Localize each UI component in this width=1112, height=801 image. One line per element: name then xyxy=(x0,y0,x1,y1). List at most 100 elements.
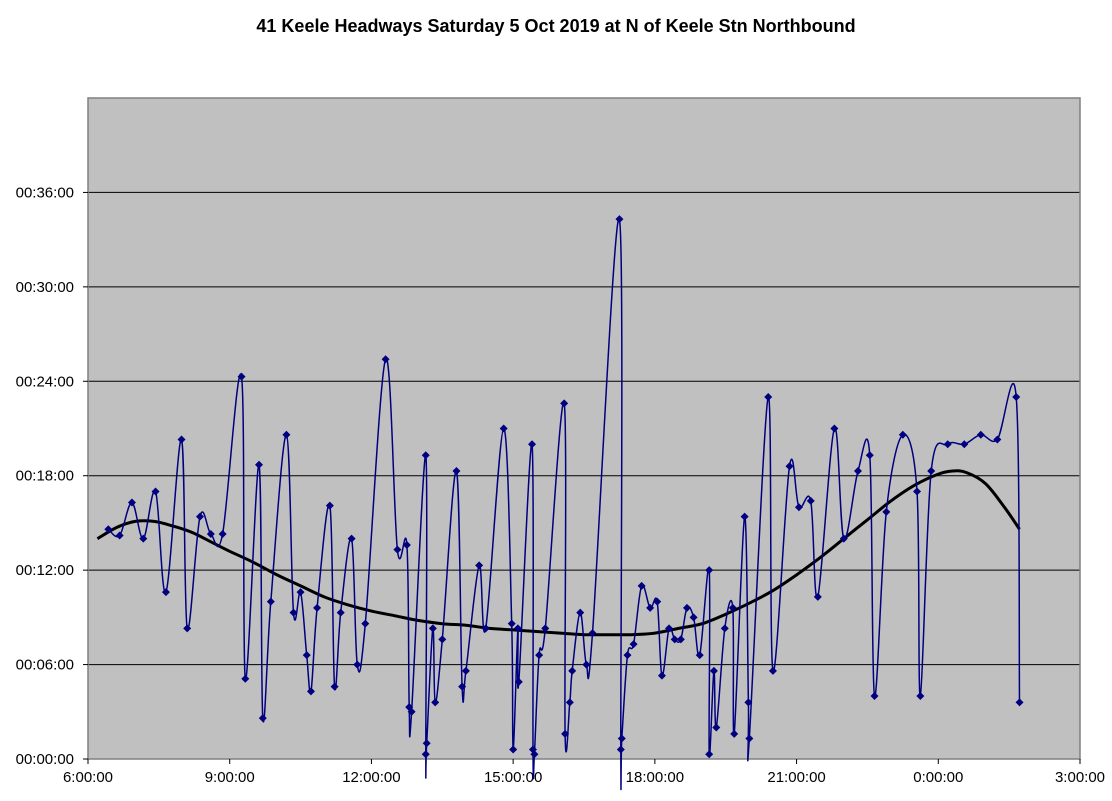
data-point xyxy=(616,745,625,754)
data-point xyxy=(720,624,729,633)
data-point xyxy=(560,399,569,408)
data-point xyxy=(115,531,124,540)
data-point xyxy=(785,462,794,471)
data-point xyxy=(913,487,922,496)
data-point xyxy=(806,496,815,505)
x-tick-label: 18:00:00 xyxy=(626,769,684,786)
data-point xyxy=(728,603,737,612)
data-point xyxy=(588,629,597,638)
data-point xyxy=(689,613,698,622)
data-point xyxy=(513,624,522,633)
x-tick-label: 3:00:00 xyxy=(1055,769,1105,786)
data-point xyxy=(943,440,952,449)
data-point xyxy=(475,561,484,570)
data-point xyxy=(347,534,356,543)
x-tick-label: 12:00:00 xyxy=(342,769,400,786)
data-point xyxy=(709,666,718,675)
x-axis: 6:00:00 9:00:00 12:00:00 15:00:00 18:00:00 21… xyxy=(63,759,1105,786)
data-point xyxy=(151,487,160,496)
data-point xyxy=(1015,698,1024,707)
data-point xyxy=(183,624,192,633)
data-point xyxy=(336,608,345,617)
data-point xyxy=(313,603,322,612)
data-point xyxy=(712,723,721,732)
data-point xyxy=(330,682,339,691)
data-point xyxy=(139,534,148,543)
data-point xyxy=(431,698,440,707)
data-point xyxy=(676,635,685,644)
data-point xyxy=(629,640,638,649)
series-layer xyxy=(96,215,1024,791)
chart-title: 41 Keele Headways Saturday 5 Oct 2019 at… xyxy=(256,16,856,36)
data-point xyxy=(1012,393,1021,402)
data-point xyxy=(705,750,714,759)
data-point xyxy=(960,440,969,449)
data-point xyxy=(794,503,803,512)
data-point xyxy=(195,512,204,521)
trend-line xyxy=(96,469,1021,637)
data-point xyxy=(266,597,275,606)
data-point xyxy=(421,451,430,460)
data-point xyxy=(768,666,777,675)
data-point xyxy=(499,424,508,433)
data-point xyxy=(582,660,591,669)
data-point xyxy=(258,714,267,723)
data-point xyxy=(813,592,822,601)
data-point xyxy=(325,501,334,510)
data-point xyxy=(870,692,879,701)
y-tick-label: 00:24:00 xyxy=(16,373,74,390)
data-point xyxy=(514,677,523,686)
data-point xyxy=(830,424,839,433)
data-point xyxy=(458,682,467,691)
data-point xyxy=(615,215,624,224)
x-tick-label: 6:00:00 xyxy=(63,769,113,786)
grid-lines xyxy=(88,191,1080,666)
x-tick-label: 15:00:00 xyxy=(484,769,542,786)
data-point xyxy=(730,729,739,738)
data-point xyxy=(481,624,490,633)
data-point xyxy=(993,435,1002,444)
y-tick-label: 00:12:00 xyxy=(16,562,74,579)
data-point xyxy=(407,707,416,716)
data-point xyxy=(393,545,402,554)
y-axis: 00:00:00 00:06:00 00:12:00 00:18:00 00:24:00… xyxy=(16,184,88,768)
x-tick-label: 21:00:00 xyxy=(767,769,825,786)
y-tick-label: 00:30:00 xyxy=(16,279,74,296)
data-point xyxy=(568,666,577,675)
data-point xyxy=(422,739,431,748)
plot-border xyxy=(87,97,1081,760)
data-point xyxy=(623,651,632,660)
data-point xyxy=(637,581,646,590)
y-tick-label: 00:36:00 xyxy=(16,184,74,201)
x-tick-label: 0:00:00 xyxy=(913,769,963,786)
data-point xyxy=(306,687,315,696)
data-point xyxy=(682,603,691,612)
data-point xyxy=(289,608,298,617)
y-tick-label: 00:18:00 xyxy=(16,468,74,485)
data-point xyxy=(898,430,907,439)
data-point xyxy=(528,440,537,449)
data-point xyxy=(916,692,925,701)
data-point xyxy=(744,698,753,707)
data-point xyxy=(976,430,985,439)
data-point xyxy=(177,435,186,444)
data-point xyxy=(302,651,311,660)
data-point xyxy=(421,750,430,759)
data-point xyxy=(535,651,544,660)
data-point xyxy=(561,729,570,738)
data-point xyxy=(927,466,936,475)
data-point xyxy=(882,507,891,516)
data-point xyxy=(402,540,411,549)
data-point xyxy=(428,624,437,633)
data-point xyxy=(237,372,246,381)
data-point xyxy=(104,525,113,534)
x-tick-label: 9:00:00 xyxy=(205,769,255,786)
data-point xyxy=(853,466,862,475)
data-point xyxy=(764,393,773,402)
data-point xyxy=(509,745,518,754)
data-point xyxy=(438,635,447,644)
data-point xyxy=(541,624,550,633)
data-point xyxy=(452,466,461,475)
data-point xyxy=(161,588,170,597)
data-point xyxy=(646,603,655,612)
